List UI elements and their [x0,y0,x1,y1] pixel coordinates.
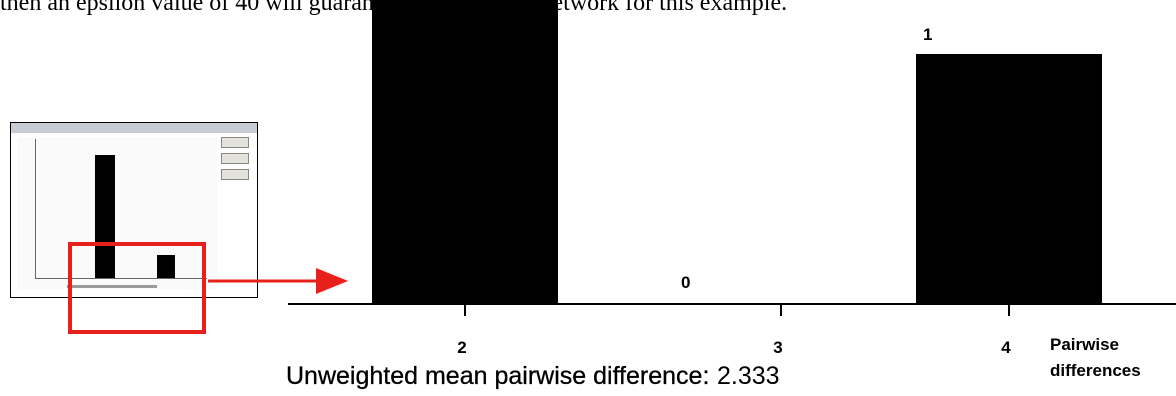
data-label-4: 1 [923,25,932,44]
zoom-highlight-box [68,242,206,334]
x-axis-title-line2: differences [1050,361,1141,380]
zoom-arrow-head [316,268,348,294]
thumbnail-x-axis [35,278,207,279]
thumbnail-button-2 [221,153,249,164]
thumbnail-caption [67,285,157,288]
thumbnail-button-3 [221,169,249,180]
thumbnail-window [10,122,258,298]
mean-pairwise-label: Unweighted mean pairwise difference: [286,362,710,390]
thumbnail-titlebar [11,123,257,133]
data-label-3: 0 [681,273,690,292]
thumbnail-y-axis [35,139,36,279]
x-axis-title: Pairwise differences [1050,332,1141,384]
zoom-arrow [208,268,348,294]
x-tick-label-4: 4 [1001,338,1011,357]
thumbnail-button-1 [221,137,249,148]
x-axis-title-line1: Pairwise [1050,335,1119,354]
thumbnail-bar-2 [95,155,115,278]
mean-pairwise-value: 2.333 [717,362,780,390]
x-tick-label-2: 2 [457,338,466,357]
x-tick-label-3: 3 [773,338,782,357]
thumbnail-bar-4 [157,255,175,278]
bar-2 [372,0,558,304]
bar-4 [916,54,1102,304]
thumbnail-plot-area [17,137,217,289]
